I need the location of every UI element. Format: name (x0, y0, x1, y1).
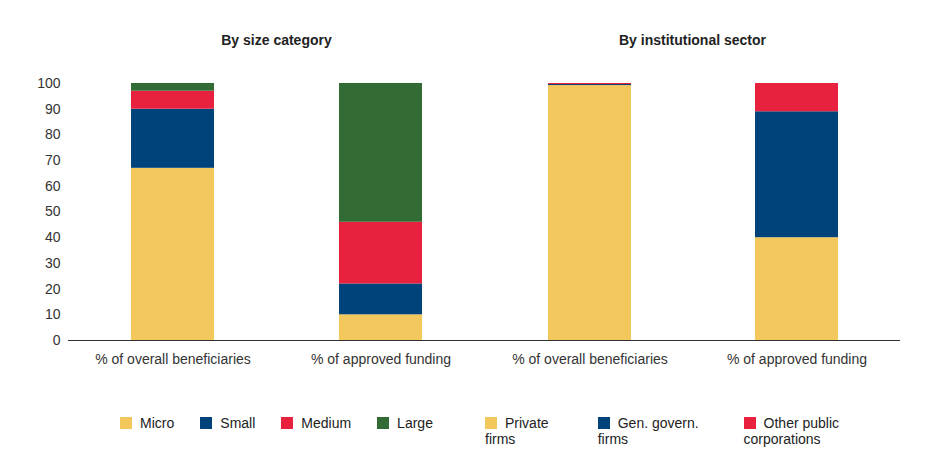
svg-text:0: 0 (53, 332, 61, 348)
svg-text:70: 70 (45, 152, 61, 168)
html-text:Large: Large (397, 415, 433, 431)
html-text:By institutional sector: By institutional sector (619, 32, 766, 48)
html-text:Micro: Micro (140, 415, 175, 431)
html-text:Private firms: Private firms (485, 415, 549, 447)
svg-text:80: 80 (45, 126, 61, 142)
svg-text:10: 10 (45, 306, 61, 322)
svg-text:% of overall beneficiaries: % of overall beneficiaries (512, 351, 668, 367)
svg-text:60: 60 (45, 178, 61, 194)
svg-text:20: 20 (45, 281, 61, 297)
svg-text:% of approved funding: % of approved funding (727, 351, 867, 367)
html-text:Medium: Medium (301, 415, 352, 431)
svg-text:% of overall beneficiaries: % of overall beneficiaries (95, 351, 251, 367)
html-text:Gen. govern. firms: Gen. govern. firms (597, 415, 699, 447)
html-text:By size category: By size category (221, 32, 332, 48)
svg-text:50: 50 (45, 203, 61, 219)
svg-text:100: 100 (37, 75, 61, 91)
svg-text:% of approved funding: % of approved funding (311, 351, 451, 367)
html-text:Other public corporations: Other public corporations (743, 415, 839, 447)
svg-text:30: 30 (45, 255, 61, 271)
html-text:Small: Small (220, 415, 256, 431)
svg-text:90: 90 (45, 101, 61, 117)
svg-text:40: 40 (45, 229, 61, 245)
